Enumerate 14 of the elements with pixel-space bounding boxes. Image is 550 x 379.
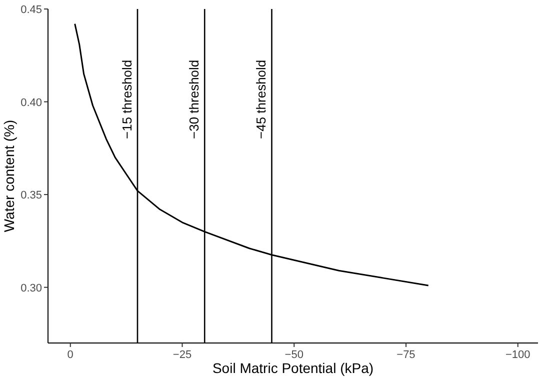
x-tick-label: −25 (172, 349, 192, 361)
x-tick-label: 0 (67, 349, 74, 361)
y-tick-label: 0.45 (20, 4, 42, 16)
x-tick-label: −50 (284, 349, 304, 361)
x-tick-label: −75 (396, 349, 416, 361)
y-tick-label: 0.30 (20, 282, 42, 294)
y-tick-label: 0.40 (20, 96, 42, 109)
ref-line-label: −30 threshold (186, 60, 202, 139)
y-axis-title: Water content (%) (1, 120, 17, 232)
ref-line-label: −15 threshold (120, 60, 134, 139)
ref-line-label: −45 threshold (254, 60, 269, 139)
x-axis-title: Soil Matric Potential (kPa) (212, 360, 374, 376)
x-tick-label: −100 (505, 349, 530, 361)
y-tick-label: 0.35 (20, 190, 42, 202)
